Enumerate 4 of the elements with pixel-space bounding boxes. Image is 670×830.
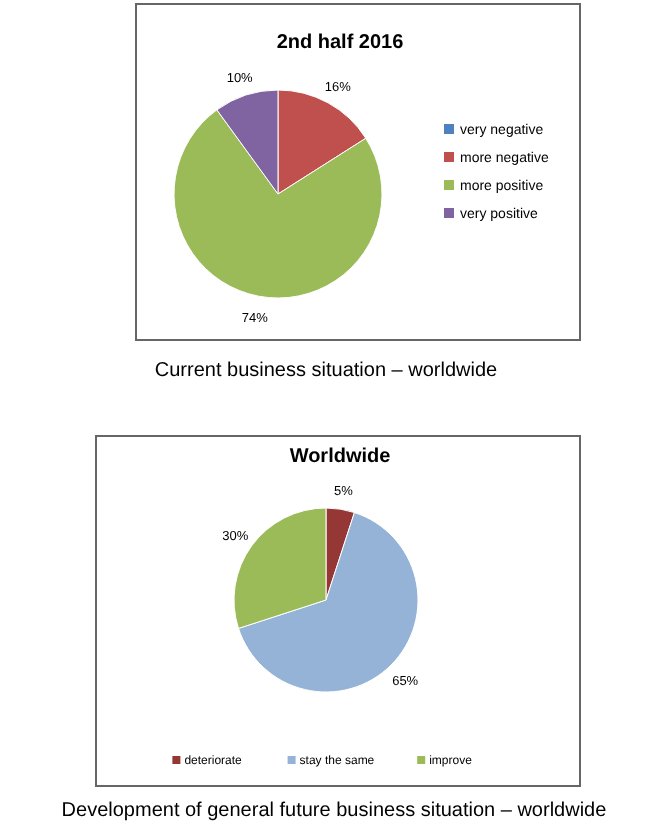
text: Current business situation – worldwide <box>154 360 499 382</box>
text: Development of general future business situation – worldwide <box>61 800 608 822</box>
chart-title: Worldwide <box>289 446 392 468</box>
chart-title: 2nd half 2016 <box>276 32 405 54</box>
